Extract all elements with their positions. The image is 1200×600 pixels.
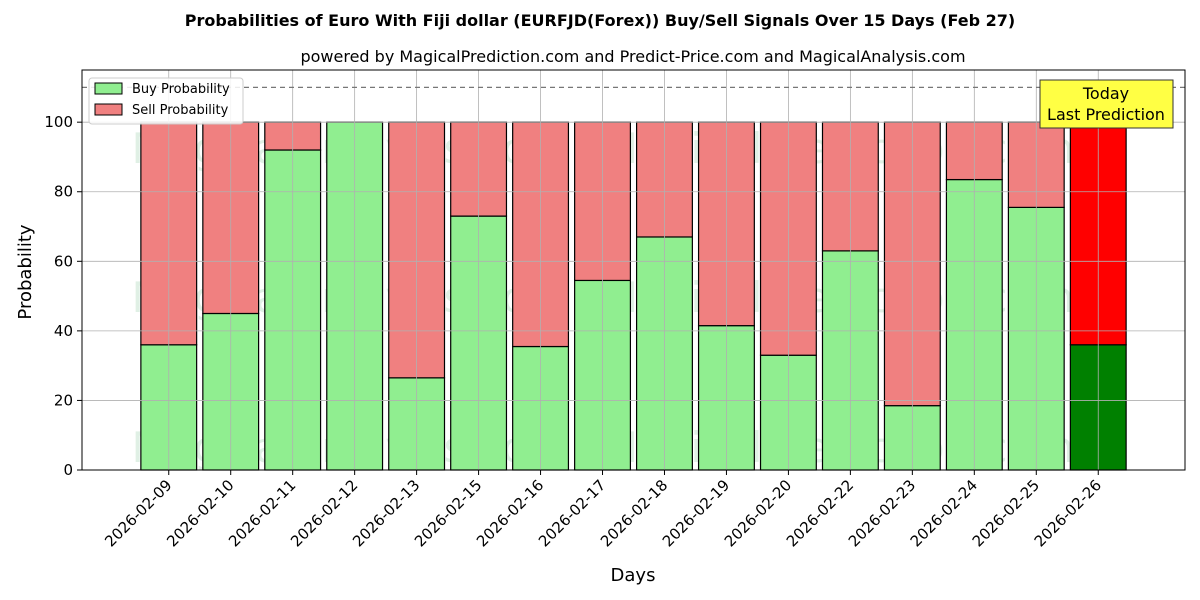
legend-entry-label: Buy Probability (132, 82, 230, 97)
chart-subtitle: powered by MagicalPrediction.com and Pre… (300, 47, 965, 66)
y-tick-label: 40 (54, 322, 73, 340)
y-tick-label: 100 (44, 113, 73, 131)
plot-frame (81, 69, 1186, 471)
legend: Buy Probability Sell Probability (88, 77, 244, 125)
y-tick-label: 0 (63, 461, 73, 479)
y-tick-label: 20 (54, 391, 73, 409)
y-axis-label: Probability (15, 224, 36, 319)
annotation-box (1039, 79, 1174, 129)
today-annotation: Today Last Prediction (1039, 79, 1174, 129)
annotation-line: Last Prediction (1047, 105, 1165, 124)
legend-box (88, 77, 244, 125)
x-axis-label: Days (611, 565, 656, 586)
legend-swatch (94, 103, 123, 116)
legend-swatch (94, 82, 123, 95)
chart-title: Probabilities of Euro With Fiji dollar (… (185, 11, 1015, 30)
y-tick-label: 80 (54, 183, 73, 201)
annotation-line: Today (1082, 84, 1129, 103)
legend-entry-label: Sell Probability (132, 103, 229, 118)
y-tick-label: 60 (54, 252, 73, 270)
